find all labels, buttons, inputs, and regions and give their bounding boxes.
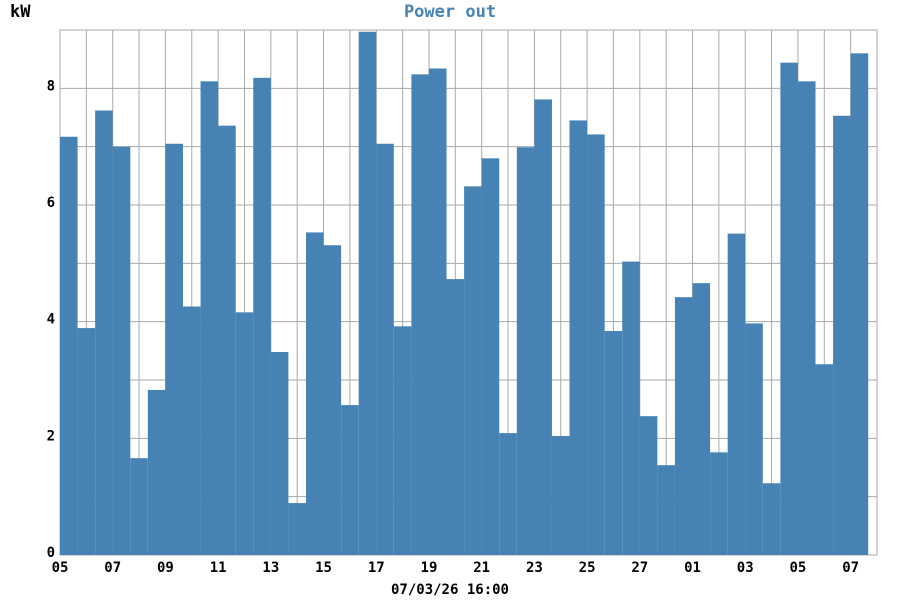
chart-title: Power out (404, 2, 496, 22)
bar (253, 77, 271, 555)
bar (710, 452, 728, 555)
bar (727, 233, 746, 556)
bar (604, 331, 623, 555)
bar (376, 143, 394, 555)
bar (200, 81, 219, 555)
bar (534, 99, 552, 556)
bar (797, 81, 816, 555)
bar (323, 245, 342, 555)
bar (165, 143, 183, 555)
bar (551, 436, 570, 555)
bar (622, 261, 640, 555)
x-tick-label: 13 (262, 560, 279, 576)
bar (235, 312, 254, 555)
x-tick-label: 17 (368, 560, 385, 576)
y-tick-label: 8 (47, 78, 55, 94)
y-tick-label: 4 (47, 312, 55, 328)
x-tick-label: 07 (104, 560, 121, 576)
x-tick-label: 01 (684, 560, 701, 576)
bar (587, 134, 605, 555)
bar (95, 110, 113, 555)
bar (692, 283, 711, 555)
x-tick-label: 19 (421, 560, 438, 576)
bar (516, 147, 535, 555)
bar (147, 389, 166, 555)
bar (833, 115, 851, 555)
bar (762, 483, 781, 555)
y-tick-label: 6 (47, 195, 55, 211)
bar (464, 186, 482, 556)
bar (815, 364, 834, 555)
bar (341, 405, 359, 555)
bar (112, 146, 131, 555)
y-tick-label: 2 (47, 428, 55, 444)
bar (288, 503, 306, 555)
x-tick-label: 15 (315, 560, 332, 576)
bar (657, 465, 675, 555)
bar (182, 306, 201, 555)
bar (77, 328, 96, 555)
bar (639, 416, 658, 555)
x-tick-label: 23 (526, 560, 543, 576)
x-tick-label: 07 (842, 560, 859, 576)
x-tick-label: 11 (210, 560, 227, 576)
x-tick-label: 05 (790, 560, 807, 576)
bar (270, 352, 289, 555)
bar (674, 297, 693, 555)
y-tick-label: 0 (47, 545, 55, 561)
x-tick-label: 25 (579, 560, 596, 576)
bar (411, 74, 429, 555)
x-tick-label: 09 (157, 560, 174, 576)
bar (499, 433, 517, 555)
bar (305, 232, 324, 555)
x-tick-label: 27 (631, 560, 648, 576)
bar (358, 31, 377, 555)
bar (569, 120, 588, 556)
x-tick-label: 03 (737, 560, 754, 576)
x-tick-label: 21 (473, 560, 490, 576)
bar (218, 125, 236, 556)
y-axis-label: kW (10, 2, 31, 22)
bar (745, 323, 763, 555)
bar (481, 158, 500, 556)
bar (780, 62, 798, 556)
bar (428, 68, 447, 555)
bar (446, 279, 465, 555)
x-tick-label: 05 (52, 560, 69, 576)
bar (850, 53, 869, 555)
bar (60, 136, 78, 555)
x-axis-label: 07/03/26 16:00 (391, 582, 509, 598)
bar (393, 326, 412, 555)
bar (130, 458, 148, 555)
